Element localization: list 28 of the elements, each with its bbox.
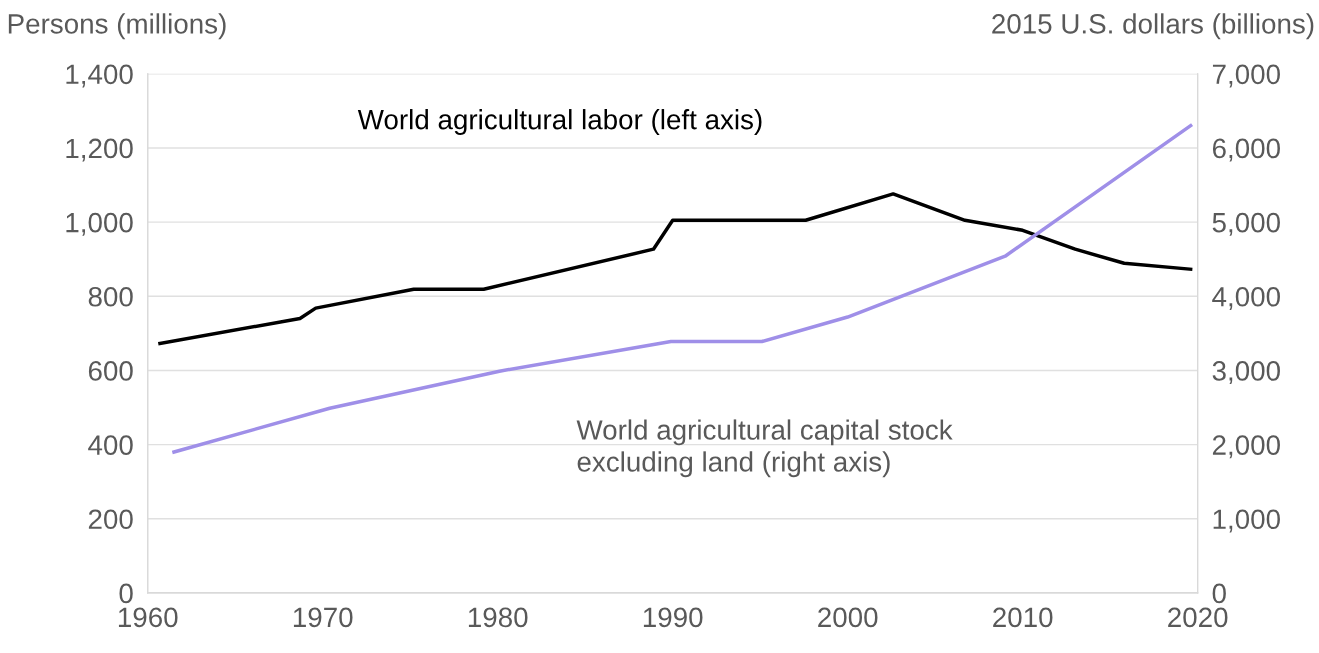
text: World agricultural labor (left axis): [357, 109, 762, 135]
y-tick-label: 800: [88, 286, 133, 307]
y2-tick-label: 7,000: [1212, 64, 1280, 88]
y2-axis-title: 2015 U.S. dollars (billions): [992, 13, 1314, 40]
x-tick-label: 2020: [1168, 607, 1228, 628]
x-tick-label: 1990: [643, 607, 703, 628]
x-tick-label: 1960: [118, 607, 178, 628]
y-tick-label: 400: [88, 435, 133, 455]
y-tick-label: 0: [119, 583, 133, 604]
y-tick-label: 1,200: [66, 138, 133, 162]
y2-tick-label: 1,000: [1213, 509, 1280, 533]
y2-tick-label: 0: [1212, 583, 1226, 604]
y2-tick-label: 3,000: [1212, 361, 1280, 385]
y2-tick-label: 5,000: [1212, 212, 1280, 236]
x-tick-label: 2010: [993, 607, 1053, 628]
text: World agricultural capital stock excluding land (right axis): [576, 419, 953, 478]
x-tick-label: 1970: [293, 607, 353, 628]
x-tick-label: 1980: [468, 607, 528, 628]
y-tick-label: 1,000: [66, 212, 133, 236]
y2-tick-label: 2,000: [1212, 435, 1280, 459]
line-series: [158, 192, 1193, 346]
y-tick-label: 1,400: [66, 64, 133, 88]
y-tick-label: 600: [88, 361, 133, 381]
x-tick-label: 2000: [818, 607, 878, 628]
y-tick-label: 200: [88, 509, 133, 530]
y2-tick-label: 6,000: [1212, 138, 1280, 162]
y2-tick-label: 4,000: [1212, 286, 1280, 310]
y-axis-title: Persons (millions): [8, 13, 226, 40]
